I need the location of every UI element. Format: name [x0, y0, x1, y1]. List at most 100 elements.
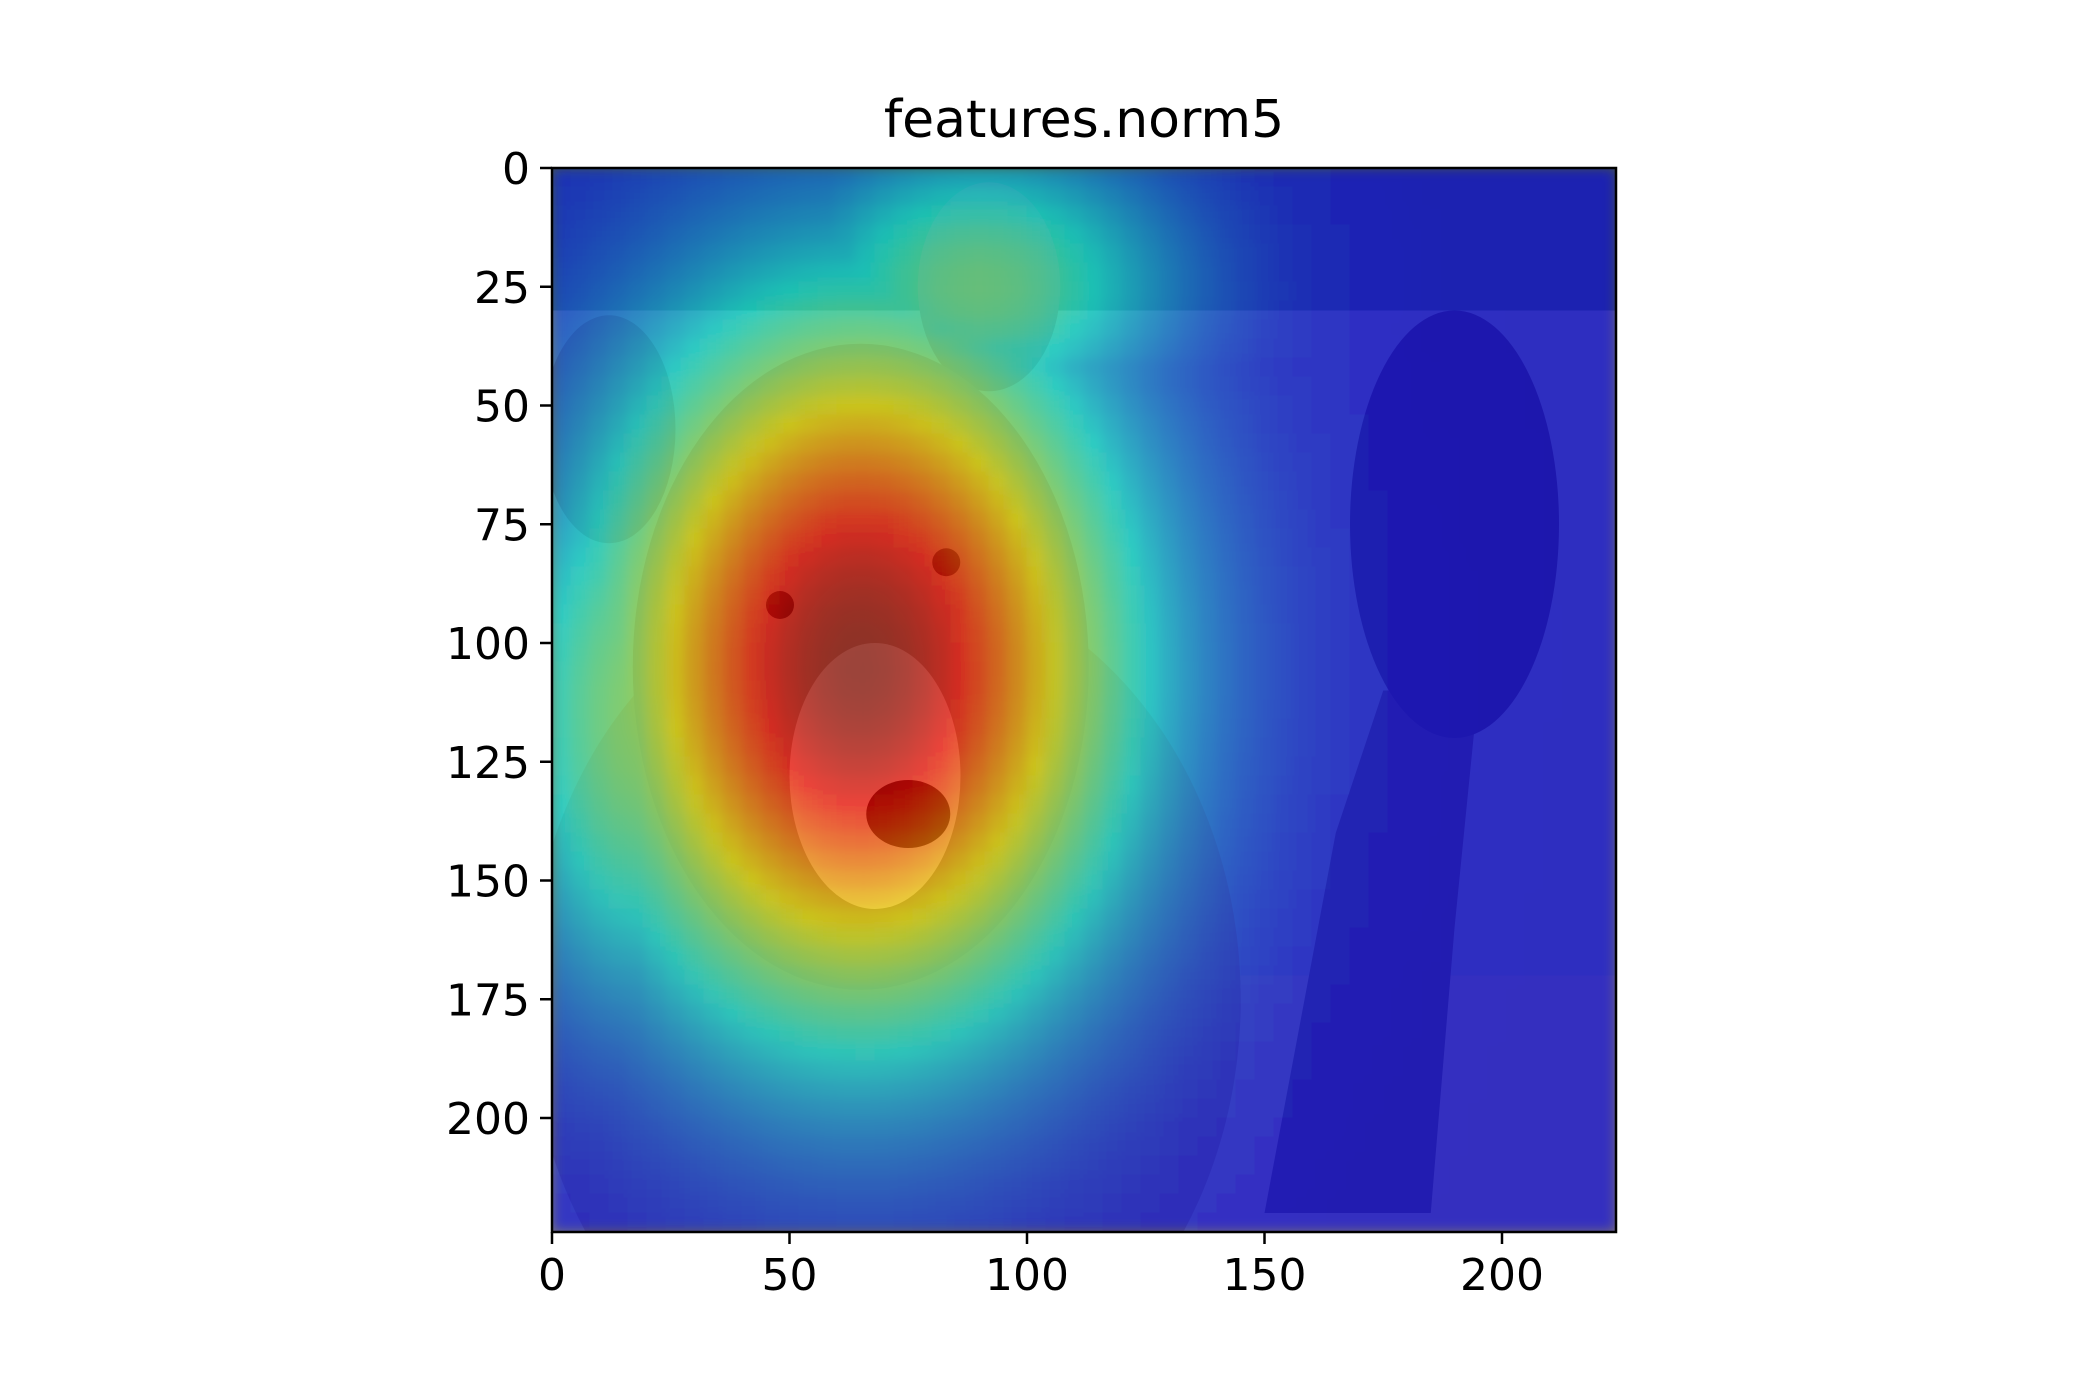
- heatmap-cell: [1330, 509, 1351, 530]
- heatmap-cell: [779, 623, 800, 644]
- heatmap-cell: [1349, 1174, 1370, 1195]
- heatmap-cell: [1197, 718, 1218, 739]
- heatmap-cell: [1121, 1022, 1142, 1043]
- heatmap-cell: [950, 1098, 971, 1119]
- heatmap-cell: [1254, 566, 1275, 587]
- heatmap-cell: [1178, 718, 1199, 739]
- heatmap-cell: [1482, 1117, 1503, 1138]
- heatmap-cell: [1064, 680, 1085, 701]
- heatmap-cell: [912, 395, 933, 416]
- heatmap-cell: [931, 395, 952, 416]
- heatmap-cell: [1330, 737, 1351, 758]
- heatmap-cell: [893, 965, 914, 986]
- heatmap-cell: [1425, 870, 1446, 891]
- heatmap-cell: [1349, 319, 1370, 340]
- heatmap-cell: [1482, 452, 1503, 473]
- heatmap-cell: [1064, 1098, 1085, 1119]
- heatmap-cell: [988, 1060, 1009, 1081]
- heatmap-cell: [931, 1174, 952, 1195]
- heatmap-cell: [1292, 965, 1313, 986]
- heatmap-cell: [1368, 168, 1389, 188]
- heatmap-cell: [722, 965, 743, 986]
- heatmap-cell: [1368, 965, 1389, 986]
- heatmap-cell: [1045, 452, 1066, 473]
- heatmap-cell: [1102, 1060, 1123, 1081]
- heatmap-cell: [1216, 699, 1237, 720]
- heatmap-cell: [1577, 1003, 1598, 1024]
- heatmap-cell: [836, 794, 857, 815]
- heatmap-cell: [1577, 1041, 1598, 1062]
- heatmap-cell: [855, 870, 876, 891]
- heatmap-cell: [1520, 718, 1541, 739]
- heatmap-cell: [741, 395, 762, 416]
- heatmap-cell: [1121, 262, 1142, 283]
- heatmap-cell: [1330, 870, 1351, 891]
- heatmap-cell: [874, 813, 895, 834]
- heatmap-cell: [722, 1155, 743, 1176]
- heatmap-cell: [798, 870, 819, 891]
- heatmap-cell: [722, 832, 743, 853]
- heatmap-cell: [1159, 623, 1180, 644]
- heatmap-cell: [836, 775, 857, 796]
- heatmap-cell: [1444, 718, 1465, 739]
- heatmap-cell: [950, 1193, 971, 1214]
- heatmap-cell: [646, 186, 667, 207]
- heatmap-cell: [1387, 927, 1408, 948]
- heatmap-cell: [1311, 642, 1332, 663]
- heatmap-cell: [779, 661, 800, 682]
- heatmap-cell: [1121, 338, 1142, 359]
- heatmap-cell: [1349, 604, 1370, 625]
- heatmap-cell: [1254, 661, 1275, 682]
- heatmap-cell: [988, 889, 1009, 910]
- heatmap-cell: [1064, 946, 1085, 967]
- heatmap-cell: [1330, 300, 1351, 321]
- heatmap-cell: [1197, 813, 1218, 834]
- heatmap-cell: [1083, 775, 1104, 796]
- heatmap-cell: [1026, 832, 1047, 853]
- heatmap-cell: [627, 813, 648, 834]
- heatmap-cell: [1292, 357, 1313, 378]
- heatmap-cell: [1102, 376, 1123, 397]
- heatmap-cell: [760, 490, 781, 511]
- heatmap-cell: [893, 870, 914, 891]
- heatmap-cell: [1425, 813, 1446, 834]
- heatmap-cell: [608, 1117, 629, 1138]
- heatmap-cell: [1501, 414, 1522, 435]
- heatmap-cell: [1444, 680, 1465, 701]
- heatmap-cell: [855, 509, 876, 530]
- heatmap-cell: [855, 1212, 876, 1232]
- heatmap-cell: [1368, 1117, 1389, 1138]
- heatmap-cell: [646, 414, 667, 435]
- heatmap-cell: [1045, 186, 1066, 207]
- heatmap-cell: [627, 908, 648, 929]
- heatmap-cell: [760, 851, 781, 872]
- heatmap-cell: [1577, 623, 1598, 644]
- heatmap-cell: [722, 1193, 743, 1214]
- heatmap-cell: [627, 984, 648, 1005]
- heatmap-cell: [1596, 224, 1616, 245]
- heatmap-cell: [1102, 224, 1123, 245]
- heatmap-cell: [646, 338, 667, 359]
- heatmap-cell: [665, 509, 686, 530]
- heatmap-cell: [665, 547, 686, 568]
- heatmap-cell: [570, 319, 591, 340]
- heatmap-cell: [1216, 984, 1237, 1005]
- heatmap-cell: [703, 168, 724, 188]
- heatmap-cell: [1406, 376, 1427, 397]
- heatmap-cell: [1026, 262, 1047, 283]
- heatmap-cell: [1216, 414, 1237, 435]
- heatmap-cell: [722, 642, 743, 663]
- heatmap-cell: [1007, 509, 1028, 530]
- heatmap-cell: [1577, 452, 1598, 473]
- heatmap-cell: [1558, 1193, 1579, 1214]
- heatmap-cell: [646, 1136, 667, 1157]
- heatmap-cell: [1368, 889, 1389, 910]
- heatmap-cell: [1501, 1022, 1522, 1043]
- heatmap-cell: [1463, 1003, 1484, 1024]
- heatmap-cell: [552, 1022, 572, 1043]
- heatmap-cell: [1235, 623, 1256, 644]
- heatmap-cell: [817, 414, 838, 435]
- heatmap-cell: [1007, 1136, 1028, 1157]
- heatmap-cell: [703, 756, 724, 777]
- heatmap-cell: [874, 262, 895, 283]
